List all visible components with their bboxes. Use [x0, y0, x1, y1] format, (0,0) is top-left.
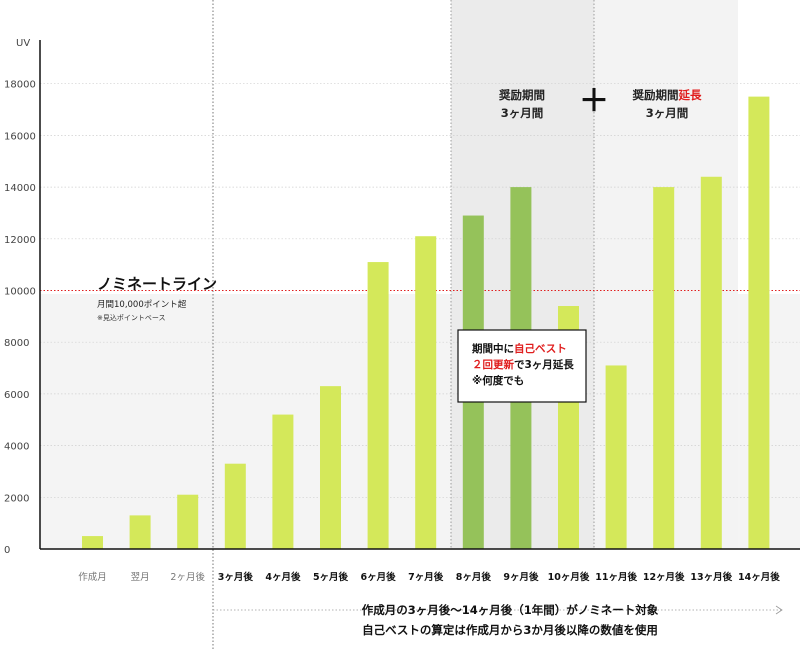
extension-period-title: 奨励期間延長 [632, 88, 702, 102]
x-category-label: 7ヶ月後 [408, 571, 444, 583]
y-tick-labels: 0 2000 4000 6000 8000 10000 12000 14000 16000 180… [4, 80, 36, 556]
bar [367, 262, 389, 549]
bar [320, 386, 341, 549]
y-tick-label: 16000 [4, 131, 36, 142]
y-tick-label: 8000 [4, 338, 29, 349]
x-category-label: 5ヶ月後 [313, 571, 349, 583]
extension-period-duration: 3ヶ月間 [646, 106, 689, 120]
bar [605, 365, 627, 549]
nomination-line-note1: 月間10,000ポイント超 [97, 299, 187, 310]
bar [272, 414, 294, 549]
y-tick-label: 18000 [4, 80, 36, 91]
bar [224, 463, 246, 549]
y-tick-label: 10000 [4, 287, 36, 298]
incentive-period-duration: 3ヶ月間 [501, 106, 544, 120]
callout-line2: ２回更新で3ヶ月延長 [472, 358, 574, 371]
bar [82, 536, 103, 549]
x-category-label: 12ヶ月後 [643, 571, 685, 583]
bar [748, 96, 770, 549]
x-category-label: 2ヶ月後 [170, 571, 205, 583]
y-tick-label: 0 [4, 545, 10, 556]
x-category-label: 6ヶ月後 [361, 571, 397, 583]
x-category-label: 11ヶ月後 [595, 571, 637, 583]
nomination-line-note2: ※見込ポイントベース [97, 313, 166, 322]
x-category-label: 14ヶ月後 [738, 571, 780, 583]
callout-line3: ※何度でも [472, 374, 524, 387]
y-tick-label: 14000 [4, 183, 36, 194]
y-tick-label: 12000 [4, 235, 36, 246]
callout-line1: 期間中に自己ベスト [472, 342, 567, 355]
incentive-period-title: 奨励期間 [498, 88, 545, 102]
nomination-line-title: ノミネートライン [97, 275, 217, 293]
x-category-label: 8ヶ月後 [456, 571, 492, 583]
x-category-label: 10ヶ月後 [548, 571, 590, 583]
bar [129, 515, 151, 549]
bar [653, 187, 675, 549]
footer-line1: 作成月の3ヶ月後〜14ヶ月後（1年間）がノミネート対象 [362, 603, 659, 617]
x-category-label: 13ヶ月後 [690, 571, 732, 583]
x-category-label: 3ヶ月後 [218, 571, 254, 583]
arrow-head-icon [775, 605, 783, 615]
bar [700, 176, 722, 549]
plus-icon: ＋ [579, 84, 609, 119]
y-tick-label: 4000 [4, 442, 29, 453]
footer-line2: 自己ベストの算定は作成月から3か月後以降の数値を使用 [362, 623, 658, 637]
bar [415, 236, 437, 549]
x-category-label: 作成月 [78, 571, 107, 583]
x-category-label: 4ヶ月後 [265, 571, 301, 583]
x-category-label: 翌月 [131, 572, 150, 583]
bar [177, 494, 199, 549]
y-tick-label: 2000 [4, 493, 29, 504]
x-category-labels: 作成月 翌月 2ヶ月後 3ヶ月後 4ヶ月後 5ヶ月後 6ヶ月後 7ヶ月後 8ヶ月後 9ヶ月後 10ヶ… [78, 571, 780, 583]
callout-box [457, 329, 587, 403]
x-category-label: 9ヶ月後 [503, 571, 539, 583]
y-axis-label: UV [16, 38, 30, 49]
y-tick-label: 6000 [4, 390, 29, 401]
